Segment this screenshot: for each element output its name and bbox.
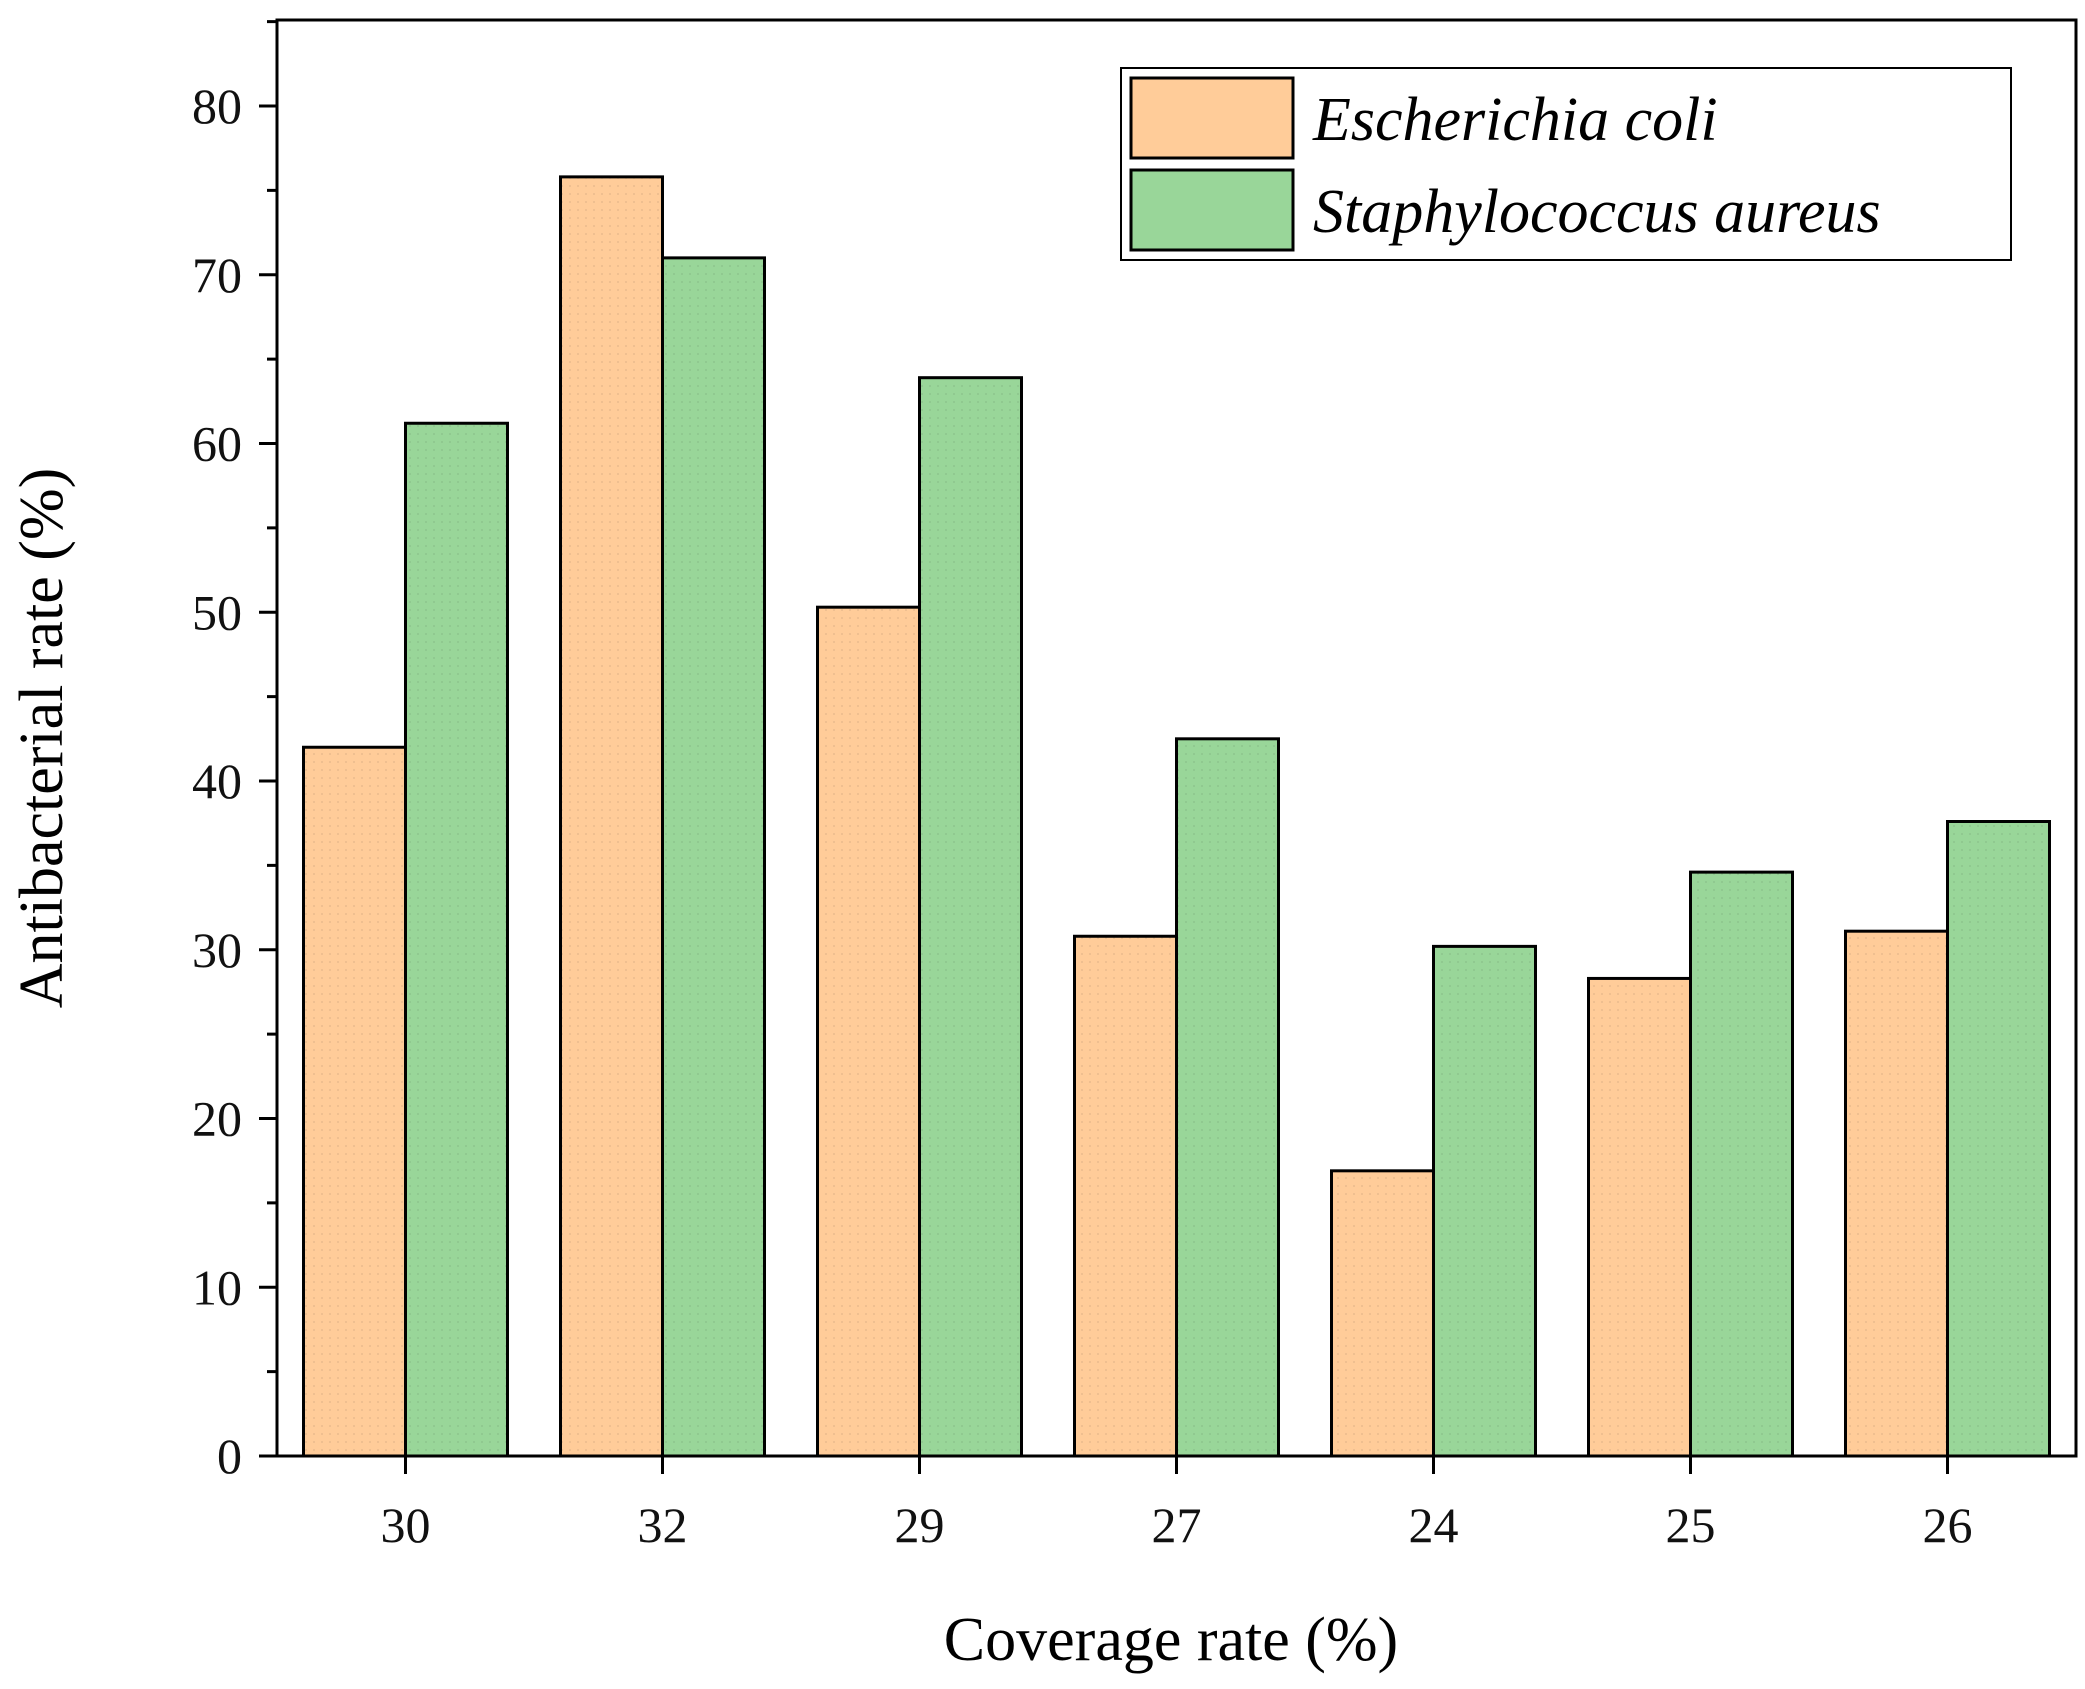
bar-texture <box>919 377 1022 1456</box>
y-tick-label-60: 60 <box>192 416 242 472</box>
legend-label-escherichia-coli: Escherichia coli <box>1312 86 1718 154</box>
bar-staphylococcus-aureus-26 <box>1946 820 2051 1458</box>
x-tick-label-26: 26 <box>1923 1497 1973 1553</box>
bar-escherichia-coli-32 <box>559 175 664 1458</box>
x-tick-label-27: 27 <box>1152 1497 1202 1553</box>
bar-staphylococcus-aureus-24 <box>1432 944 1537 1458</box>
bar-texture <box>1331 1170 1434 1456</box>
bar-texture <box>1947 821 2050 1456</box>
bar-texture <box>1588 978 1691 1456</box>
bar-texture <box>560 176 663 1456</box>
bar-texture <box>817 607 920 1456</box>
y-tick-label-0: 0 <box>217 1428 242 1484</box>
y-tick-label-10: 10 <box>192 1259 242 1315</box>
bar-texture <box>1690 872 1793 1456</box>
bar-escherichia-coli-24 <box>1330 1169 1435 1458</box>
bar-texture <box>1074 936 1177 1456</box>
bar-staphylococcus-aureus-25 <box>1689 870 1794 1458</box>
y-axis-title: Antibacterial rate (%) <box>8 468 76 1008</box>
bar-staphylococcus-aureus-29 <box>918 376 1023 1458</box>
y-tick-label-50: 50 <box>192 584 242 640</box>
y-tick-label-70: 70 <box>192 247 242 303</box>
x-axis: 30 32 29 27 24 25 26 <box>381 1456 1973 1553</box>
bar-escherichia-coli-26 <box>1844 929 1949 1458</box>
bar-escherichia-coli-30 <box>302 745 407 1458</box>
legend-swatch-escherichia-coli <box>1129 76 1295 160</box>
bar-texture <box>303 747 406 1456</box>
bar-texture <box>1845 931 1948 1456</box>
bar-texture <box>662 257 765 1456</box>
bar-staphylococcus-aureus-30 <box>404 421 509 1458</box>
bar-staphylococcus-aureus-27 <box>1175 737 1280 1458</box>
y-tick-label-20: 20 <box>192 1091 242 1147</box>
x-tick-label-24: 24 <box>1409 1497 1459 1553</box>
y-tick-label-80: 80 <box>192 78 242 134</box>
bar-escherichia-coli-27 <box>1073 934 1178 1458</box>
bars-group <box>302 175 2051 1458</box>
legend-label-staphylococcus-aureus: Staphylococcus aureus <box>1313 178 1881 246</box>
x-tick-label-29: 29 <box>895 1497 945 1553</box>
bar-escherichia-coli-25 <box>1587 976 1692 1458</box>
y-tick-label-30: 30 <box>192 922 242 978</box>
y-axis: 0 10 20 30 40 50 60 70 80 <box>192 20 277 1484</box>
legend: Escherichia coli Staphylococcus aureus <box>1120 67 2012 261</box>
bar-texture <box>405 423 508 1456</box>
y-tick-label-40: 40 <box>192 753 242 809</box>
x-tick-label-32: 32 <box>638 1497 688 1553</box>
legend-swatch-staphylococcus-aureus <box>1129 168 1295 252</box>
x-tick-label-30: 30 <box>381 1497 431 1553</box>
x-tick-label-25: 25 <box>1666 1497 1716 1553</box>
bar-texture <box>1176 738 1279 1456</box>
x-axis-title: Coverage rate (%) <box>944 1606 1398 1674</box>
bar-texture <box>1433 946 1536 1456</box>
bar-staphylococcus-aureus-32 <box>661 256 766 1458</box>
bar-escherichia-coli-29 <box>816 605 921 1458</box>
